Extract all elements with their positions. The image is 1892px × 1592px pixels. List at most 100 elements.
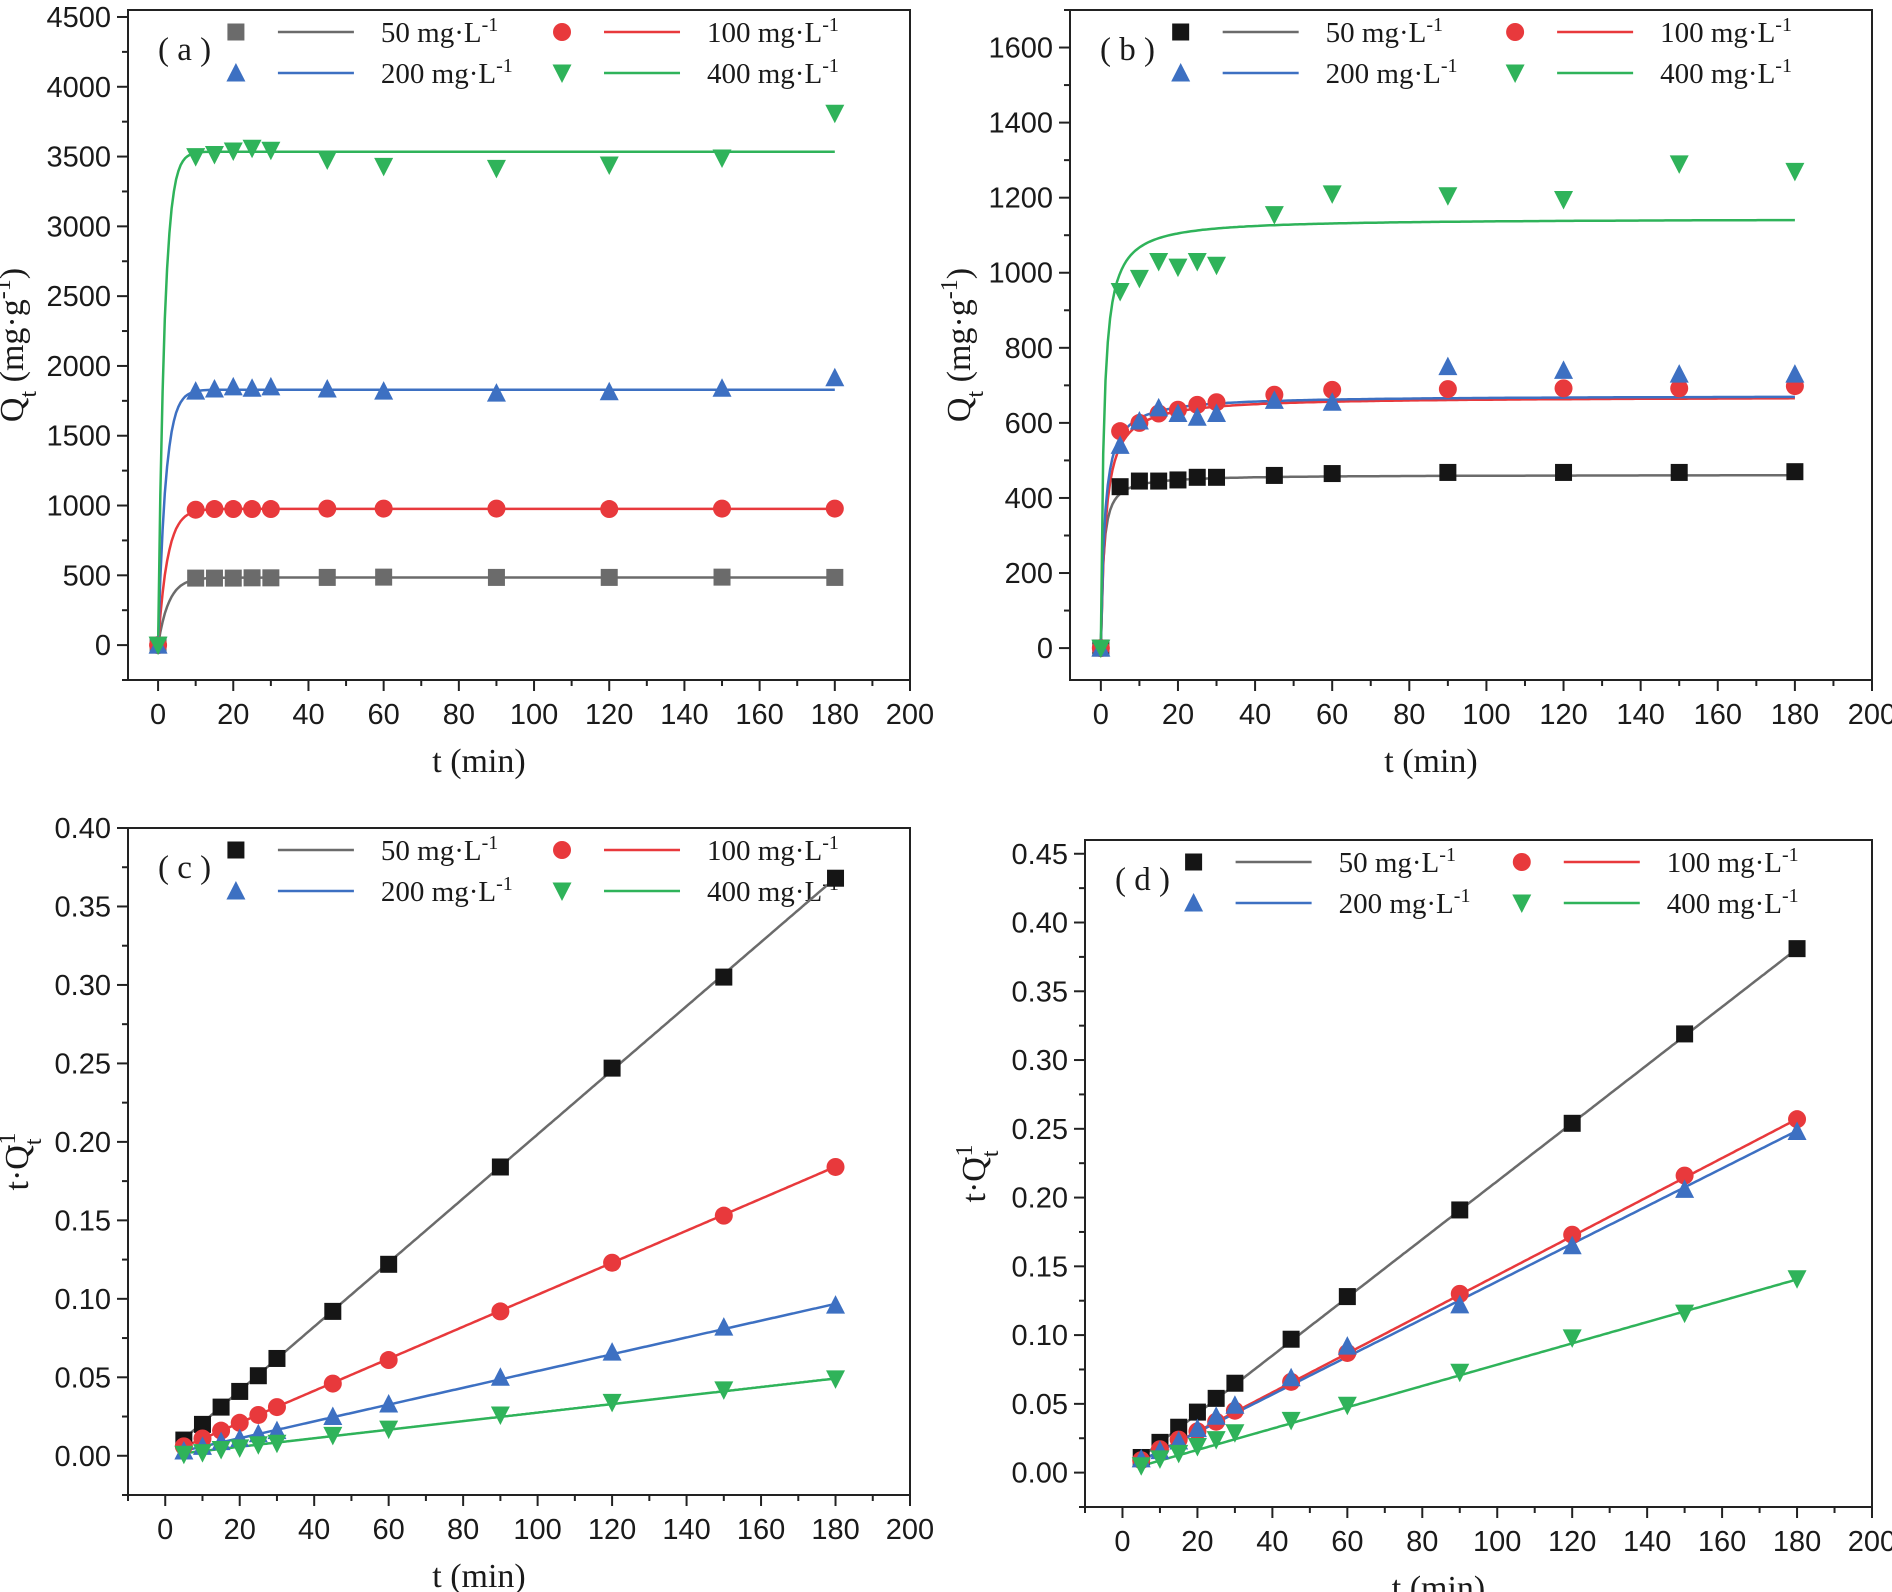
- legend-label: 100 mg·L-1: [707, 832, 839, 867]
- data-point: [487, 499, 506, 518]
- x-axis-label: t (min): [1384, 743, 1477, 780]
- y-tick-label: 400: [1005, 483, 1053, 515]
- data-point: [204, 378, 224, 398]
- data-point: [1131, 1457, 1151, 1476]
- data-point: [603, 1059, 621, 1077]
- data-point: [192, 1444, 212, 1463]
- y-tick-label: 0.00: [1012, 1458, 1068, 1490]
- data-point: [1337, 1396, 1357, 1416]
- data-point: [1438, 187, 1458, 206]
- y-tick-label: 1500: [46, 421, 111, 453]
- x-tick-label: 100: [1473, 1526, 1521, 1558]
- data-point: [317, 378, 337, 398]
- legend-marker: [1171, 63, 1191, 82]
- data-point: [600, 568, 618, 586]
- data-point: [1786, 463, 1804, 481]
- x-axis-label: t (min): [432, 1558, 525, 1592]
- data-point: [1281, 1367, 1301, 1387]
- y-tick-label: 0.35: [1012, 976, 1068, 1008]
- y-tick-label: 1600: [988, 33, 1053, 65]
- x-tick-label: 60: [1316, 699, 1348, 731]
- x-tick-label: 180: [1773, 1526, 1821, 1558]
- y-tick-label: 0.30: [55, 970, 111, 1002]
- y-tick-label: 0.05: [55, 1362, 111, 1394]
- x-tick-label: 20: [1181, 1526, 1213, 1558]
- y-axis-label: t·Qt-1: [0, 1133, 47, 1191]
- data-point: [1188, 395, 1207, 414]
- data-point: [243, 569, 261, 587]
- data-point: [1207, 403, 1227, 423]
- data-point: [323, 1406, 343, 1426]
- data-point: [324, 1302, 342, 1320]
- y-tick-label: 4000: [46, 72, 111, 104]
- y-tick-label: 0.25: [55, 1048, 111, 1080]
- x-tick-label: 40: [292, 699, 324, 731]
- data-point: [599, 381, 619, 401]
- data-point: [1669, 364, 1689, 383]
- data-point: [602, 1342, 622, 1361]
- x-tick-label: 180: [1771, 699, 1819, 731]
- legend-marker: [1172, 23, 1190, 41]
- x-tick-label: 80: [443, 699, 475, 731]
- data-point: [379, 1420, 399, 1440]
- legend-marker: [226, 881, 246, 900]
- x-tick-label: 0: [1114, 1526, 1130, 1558]
- chart-panel-d: 0 20 40 60 80 100 120 140 160 180 200 0.00 0.05 0.10 0…: [952, 839, 1892, 1592]
- data-point: [1338, 1288, 1356, 1306]
- chart-panel-b: 0 20 40 60 80 100 120 140 160 180 200 0 200 400 600 800…: [937, 9, 1892, 780]
- y-tick-label: 800: [1005, 333, 1053, 365]
- x-tick-label: 160: [1698, 1526, 1746, 1558]
- x-tick-label: 40: [298, 1514, 330, 1546]
- data-point: [1675, 1304, 1695, 1324]
- data-point: [1670, 463, 1688, 481]
- x-tick-label: 160: [1694, 699, 1742, 731]
- y-tick-label: 0.10: [55, 1284, 111, 1316]
- x-tick-label: 20: [224, 1514, 256, 1546]
- data-point: [174, 1445, 194, 1465]
- x-tick-label: 40: [1239, 699, 1271, 731]
- data-point: [1208, 468, 1226, 486]
- x-tick-label: 200: [886, 1514, 934, 1546]
- y-tick-label: 2500: [46, 281, 111, 313]
- data-point: [374, 157, 394, 177]
- y-tick-label: 0.15: [1012, 1251, 1068, 1283]
- data-point: [1169, 471, 1187, 489]
- data-point: [1439, 463, 1457, 481]
- data-point: [1554, 360, 1574, 379]
- data-point: [1562, 1329, 1582, 1348]
- plot-frame: [127, 9, 911, 681]
- x-tick-label: 180: [811, 1514, 859, 1546]
- x-tick-label: 60: [373, 1514, 405, 1546]
- y-tick-label: 500: [63, 560, 111, 592]
- data-point: [1187, 407, 1207, 426]
- y-tick-label: 0.15: [55, 1205, 111, 1237]
- data-point: [1563, 1225, 1582, 1244]
- data-point: [268, 1349, 286, 1367]
- data-point: [267, 1420, 287, 1440]
- data-point: [603, 1253, 622, 1272]
- data-point: [827, 869, 845, 887]
- data-point: [1226, 1374, 1244, 1392]
- data-point: [1129, 411, 1149, 430]
- data-point: [1438, 380, 1457, 399]
- y-tick-label: 0: [1037, 633, 1053, 665]
- data-point: [1187, 1418, 1207, 1438]
- data-point: [713, 499, 732, 518]
- legend-marker: [1185, 853, 1203, 871]
- data-point: [223, 142, 243, 161]
- x-tick-label: 100: [1462, 699, 1510, 731]
- x-tick-label: 80: [1406, 1526, 1438, 1558]
- x-tick-label: 140: [660, 699, 708, 731]
- legend-label: 100 mg·L-1: [1667, 844, 1799, 879]
- data-point: [267, 1434, 287, 1454]
- data-point: [1337, 1336, 1357, 1355]
- data-point: [490, 1367, 510, 1386]
- data-point: [1785, 364, 1805, 383]
- data-point: [374, 499, 393, 518]
- legend-marker: [1184, 893, 1204, 912]
- data-point: [1676, 1025, 1694, 1043]
- data-point: [712, 149, 732, 168]
- data-point: [825, 499, 844, 518]
- fit-line: [1099, 397, 1795, 649]
- data-point: [148, 636, 168, 656]
